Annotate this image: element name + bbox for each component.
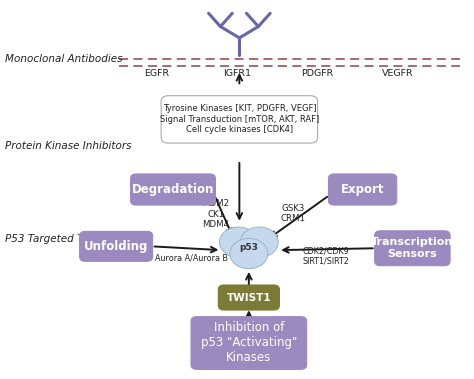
Text: IGFR1: IGFR1	[223, 69, 251, 78]
Circle shape	[230, 238, 268, 269]
Text: MDM2
CK1
MDM4: MDM2 CK1 MDM4	[202, 199, 230, 229]
FancyBboxPatch shape	[130, 174, 215, 205]
Text: Degradation: Degradation	[132, 183, 214, 196]
Text: Aurora A/Aurora B: Aurora A/Aurora B	[155, 254, 228, 263]
FancyBboxPatch shape	[374, 231, 450, 266]
Text: Transcription
Sensors: Transcription Sensors	[371, 238, 454, 259]
FancyBboxPatch shape	[191, 317, 307, 369]
Text: Unfolding: Unfolding	[84, 240, 148, 253]
FancyBboxPatch shape	[80, 231, 153, 262]
Text: CDK2/CDK9
SIRT1/SIRT2: CDK2/CDK9 SIRT1/SIRT2	[302, 246, 349, 266]
FancyBboxPatch shape	[328, 174, 397, 205]
Text: EGFR: EGFR	[144, 69, 169, 78]
Text: TWIST1: TWIST1	[227, 293, 271, 302]
Text: Inhibition of
p53 "Activating"
Kinases: Inhibition of p53 "Activating" Kinases	[201, 321, 297, 365]
Text: Tyrosine Kinases [KIT, PDGFR, VEGF]
Signal Transduction [mTOR, AKT, RAF]
Cell cy: Tyrosine Kinases [KIT, PDGFR, VEGF] Sign…	[160, 105, 319, 134]
Text: GSK3
CRM1: GSK3 CRM1	[281, 204, 305, 223]
Text: PDGFR: PDGFR	[301, 69, 334, 78]
FancyBboxPatch shape	[161, 96, 318, 143]
FancyBboxPatch shape	[218, 285, 279, 310]
Text: VEGFR: VEGFR	[383, 69, 414, 78]
Text: Monoclonal Antibodies: Monoclonal Antibodies	[5, 54, 122, 64]
Text: p53: p53	[239, 243, 258, 252]
Circle shape	[219, 227, 257, 257]
Text: Export: Export	[341, 183, 384, 196]
Text: P53 Targeted Therapeutics: P53 Targeted Therapeutics	[5, 234, 145, 244]
Text: Protein Kinase Inhibitors: Protein Kinase Inhibitors	[5, 141, 131, 151]
Circle shape	[240, 227, 278, 257]
